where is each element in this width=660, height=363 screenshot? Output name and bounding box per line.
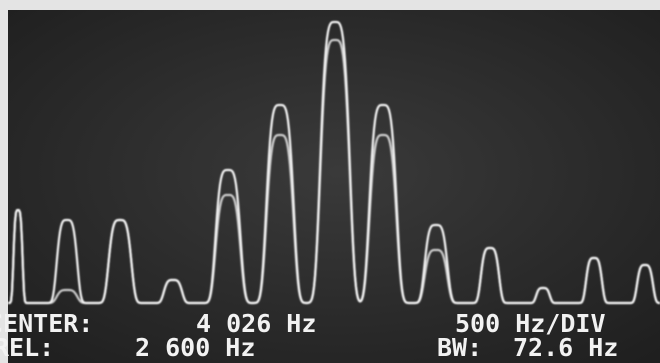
bw-label: BW:	[437, 333, 482, 362]
rel-label: REL:	[0, 333, 54, 362]
analyzer-screen: CENTER: 4 026 Hz 500 Hz/DIV REL: 2 600 H…	[0, 0, 660, 363]
rel-value: 2 600 Hz	[135, 333, 255, 362]
bw-value: 72.6 Hz	[513, 333, 618, 362]
